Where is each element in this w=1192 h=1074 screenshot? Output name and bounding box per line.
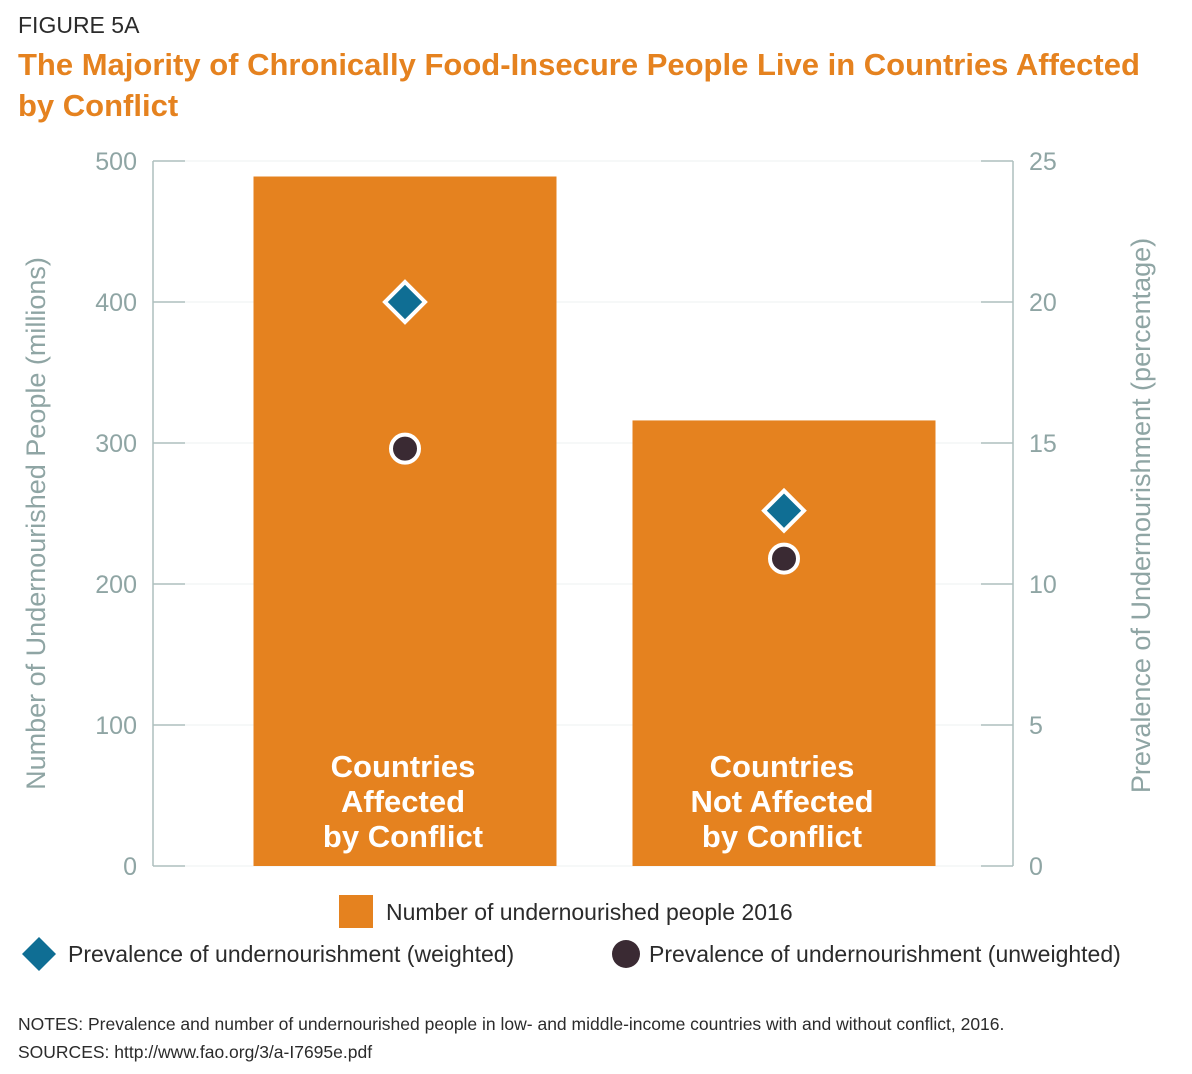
- left-tick-label: 100: [95, 712, 137, 740]
- unweighted-circle-marker: [768, 542, 800, 575]
- right-tick-label: 5: [1029, 712, 1043, 740]
- legend: Number of undernourished people 2016 Prev…: [22, 895, 1121, 971]
- bar-category-label: Countries: [710, 749, 855, 784]
- left-tick-label: 400: [95, 289, 137, 317]
- left-tick-label: 0: [123, 853, 137, 881]
- left-tick-label: 300: [95, 430, 137, 458]
- weighted-diamond-marker: [761, 487, 807, 534]
- legend-bar-swatch: [339, 895, 373, 928]
- chart-title: The Majority of Chronically Food-Insecur…: [18, 47, 1140, 123]
- markers: [382, 279, 807, 575]
- legend-circle-icon: [612, 940, 640, 968]
- notes-text: NOTES: Prevalence and number of undernou…: [18, 1014, 1005, 1034]
- bar-category-label: Not Affected: [690, 784, 873, 819]
- legend-bar-label: Number of undernourished people 2016: [386, 899, 793, 925]
- legend-weighted-label: Prevalence of undernourishment (weighted…: [68, 941, 514, 967]
- right-tick-label: 10: [1029, 571, 1057, 599]
- legend-unweighted-label: Prevalence of undernourishment (unweight…: [649, 941, 1121, 967]
- legend-diamond-icon: [22, 937, 56, 971]
- footnotes: NOTES: Prevalence and number of undernou…: [18, 1010, 1004, 1066]
- left-tick-label: 200: [95, 571, 137, 599]
- left-tick-label: 500: [95, 148, 137, 176]
- bar-category-label: by Conflict: [323, 819, 483, 854]
- right-axis-title: Prevalence of Undernourishment (percenta…: [1126, 238, 1156, 793]
- right-tick-label: 15: [1029, 430, 1057, 458]
- left-axis-title: Number of Undernourished People (million…: [21, 257, 51, 790]
- unweighted-circle-marker: [389, 432, 421, 465]
- right-tick-label: 0: [1029, 853, 1043, 881]
- right-tick-label: 20: [1029, 289, 1057, 317]
- bar-category-label: Countries: [331, 749, 476, 784]
- chart: 0 100 200 300 400 500 0 5 10 15 20 25 Number of Unde…: [21, 148, 1156, 971]
- bar-category-label: by Conflict: [702, 819, 862, 854]
- bar-category-label: Affected: [341, 784, 465, 819]
- sources-text: SOURCES: http://www.fao.org/3/a-I7695e.p…: [18, 1042, 373, 1062]
- axes: 0 100 200 300 400 500 0 5 10 15 20 25 Number of Unde…: [21, 148, 1156, 881]
- weighted-diamond-marker: [382, 279, 428, 325]
- right-tick-label: 25: [1029, 148, 1057, 176]
- figure-label: FIGURE 5A: [18, 12, 140, 38]
